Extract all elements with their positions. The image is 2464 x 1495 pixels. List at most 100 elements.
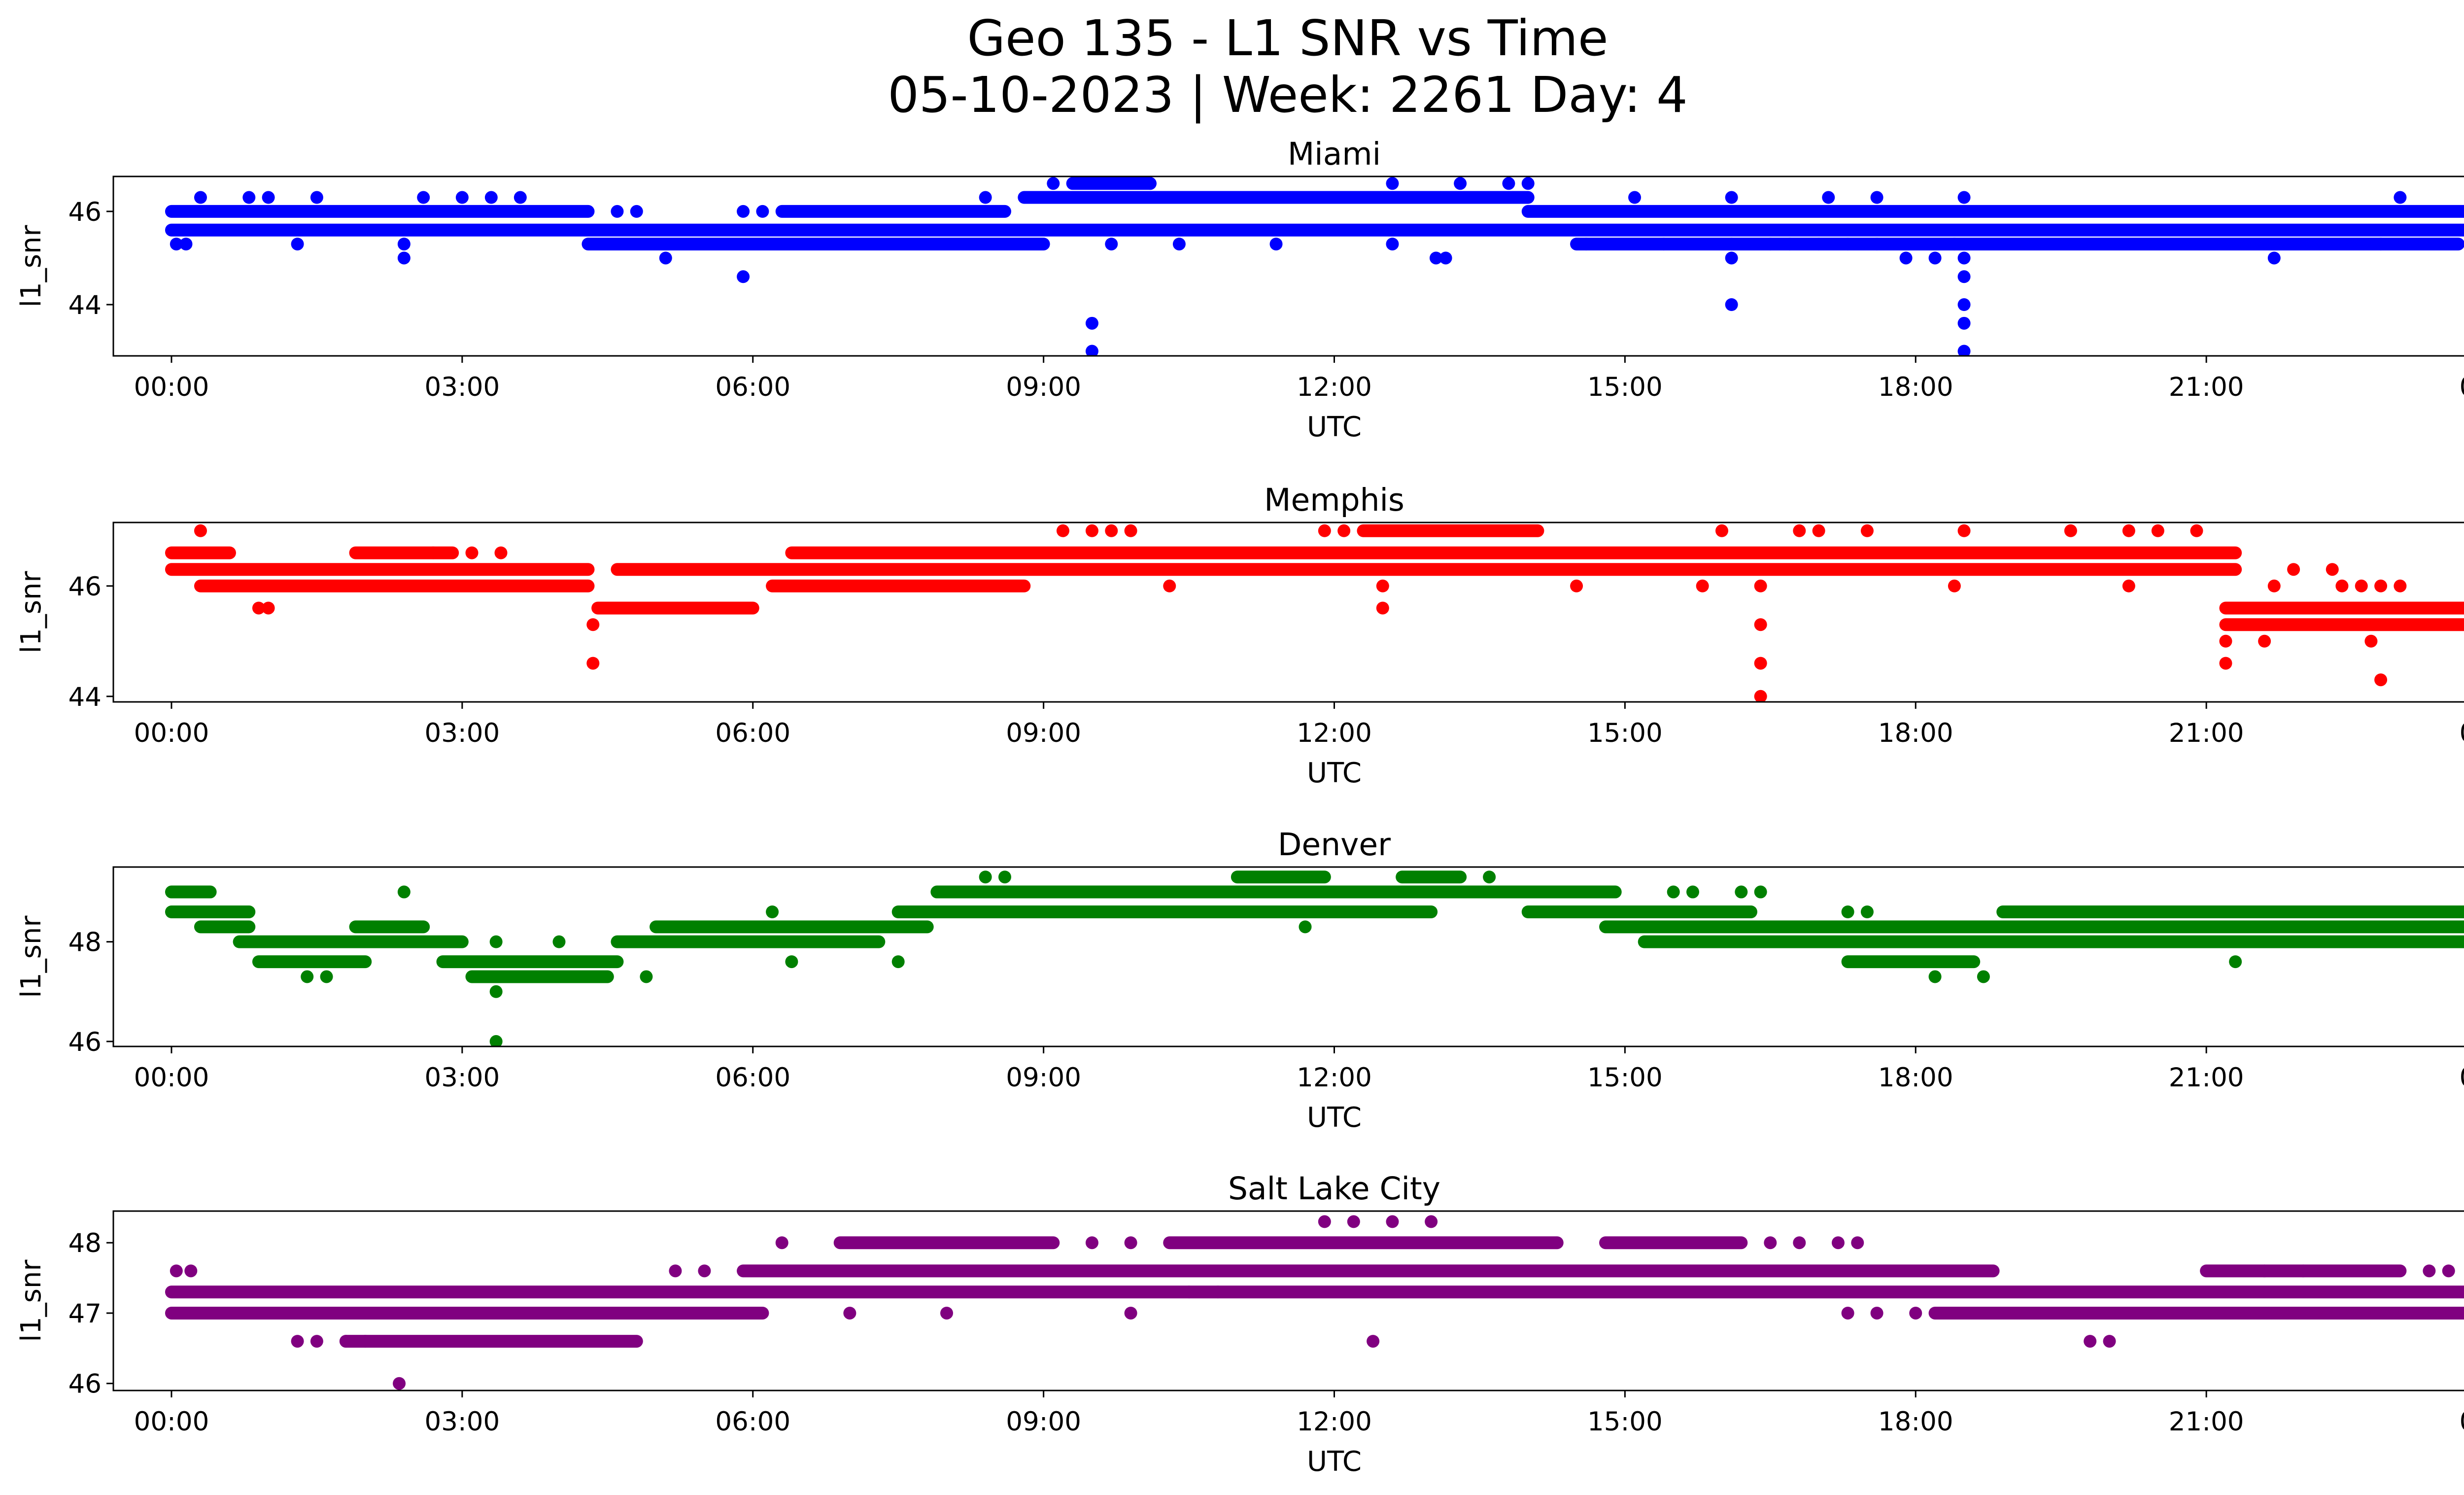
data-point-9-1: [2248, 905, 2261, 918]
data-point-3-6: [1851, 1236, 1864, 1250]
data-point-0-14: [2151, 524, 2164, 537]
data-point-1-6: [484, 191, 498, 204]
data-point-3-5: [1831, 1236, 1845, 1250]
x-tick-label: 15:00: [1587, 372, 1663, 402]
data-points: [165, 1215, 2464, 1390]
data-point-9-0: [1957, 270, 1971, 283]
data-point-8-1: [891, 955, 905, 969]
data-point-8-0: [1085, 345, 1098, 356]
data-point-1-10: [1725, 191, 1738, 204]
data-point-3-6: [1928, 251, 1942, 265]
x-tick-label: 15:00: [1587, 1407, 1663, 1437]
data-point-4-4: [1502, 177, 1515, 190]
data-point-2-0: [1163, 579, 1176, 592]
data-point-3-4: [1793, 1236, 1806, 1250]
y-tick-label: 48: [68, 1228, 102, 1258]
y-tick-label: 46: [68, 1369, 102, 1399]
data-point-0-6: [1386, 238, 1399, 251]
data-point-0-1: [184, 1264, 198, 1278]
panel-1: 00:00 03:00 06:00 09:00 12:00 15:00 18:00 21:00…: [15, 482, 2464, 789]
x-axis-label: UTC: [1307, 1102, 1362, 1134]
data-point-1-0: [252, 601, 265, 615]
data-point-1-3: [359, 1335, 372, 1348]
data-point-2-0: [489, 1035, 503, 1046]
y-tick-label: 44: [68, 290, 102, 320]
y-tick-label: 46: [68, 572, 102, 602]
data-point-0-4: [2258, 1264, 2271, 1278]
data-point-1-8: [979, 191, 992, 204]
figure-title-line2: 05-10-2023 | Week: 2261 Day: 4: [888, 66, 1687, 124]
data-point-7-1: [1754, 657, 1767, 670]
data-points: [165, 524, 2464, 702]
data-point-5-1: [1860, 905, 1874, 918]
data-point-0-0: [170, 238, 183, 251]
data-point-1-3: [310, 191, 323, 204]
data-point-1-14: [2394, 191, 2407, 204]
data-point-5-3: [1841, 1306, 1854, 1320]
data-point-3-3: [1764, 1236, 1777, 1250]
x-tick-label: 18:00: [1878, 1407, 1953, 1437]
data-point-0-2: [669, 1264, 682, 1278]
data-point-3-1: [552, 935, 566, 948]
data-point-3-7: [1957, 251, 1971, 265]
data-point-6-1: [1957, 298, 1971, 311]
data-point-5-0: [737, 270, 750, 283]
data-point-9-0: [1754, 690, 1767, 702]
data-point-3-1: [1085, 1236, 1098, 1250]
x-tick-label: 15:00: [1587, 718, 1663, 748]
data-point-4-0: [397, 885, 411, 899]
y-tick-label: 47: [68, 1299, 102, 1329]
data-point-0-8: [1657, 238, 1671, 251]
data-point-2-1: [1376, 579, 1389, 592]
x-tick-label: 18:00: [1878, 372, 1953, 402]
data-point-0-2: [640, 970, 653, 983]
data-point-9-0: [766, 905, 779, 918]
x-tick-label: 06:00: [715, 372, 790, 402]
data-point-3-3: [1439, 251, 1452, 265]
data-point-6-0: [1367, 1335, 1380, 1348]
x-tick-label: 06:00: [715, 1407, 790, 1437]
data-point-1-4: [417, 191, 430, 204]
x-tick-label: 21:00: [2169, 372, 2244, 402]
data-point-0-0: [170, 1264, 183, 1278]
data-point-0-3: [1105, 524, 1118, 537]
data-point-4-0: [1047, 177, 1060, 190]
data-point-0-3: [1928, 970, 1942, 983]
y-axis-label: l1_snr: [15, 571, 47, 654]
data-point-1-0: [489, 985, 503, 998]
data-point-2-2: [737, 205, 750, 218]
data-point-1-0: [291, 1335, 304, 1348]
x-tick-label: 03:00: [424, 1407, 500, 1437]
data-point-0-1: [1056, 524, 1069, 537]
y-tick-label: 46: [68, 1027, 102, 1057]
data-point-1-0: [194, 191, 207, 204]
data-point-5-2: [1124, 1306, 1137, 1320]
data-point-3-0: [775, 1236, 788, 1250]
data-point-0-7: [2442, 1264, 2455, 1278]
subplot-title: Memphis: [1264, 482, 1404, 518]
data-point-1-4: [2084, 1335, 2097, 1348]
data-point-7-1: [1957, 316, 1971, 330]
x-tick-label: 21:00: [2169, 1063, 2244, 1093]
data-point-2-8: [2335, 579, 2349, 592]
data-point-7-2: [2219, 657, 2232, 670]
data-point-1-5: [2103, 1335, 2116, 1348]
x-tick-label: 12:00: [1297, 372, 1372, 402]
data-point-4-1: [1143, 177, 1157, 190]
data-point-0-3: [397, 238, 411, 251]
data-point-4-2: [1686, 885, 1700, 899]
data-point-1-5: [455, 191, 469, 204]
data-point-6-1: [998, 870, 1011, 884]
data-points: [165, 177, 2464, 356]
data-point-2-3: [756, 205, 769, 218]
data-point-5-1: [1754, 618, 1767, 631]
data-point-1-1: [242, 191, 256, 204]
data-point-4-0: [426, 546, 440, 559]
x-tick-label: 00:00: [2460, 1407, 2464, 1437]
data-point-0-2: [1085, 524, 1098, 537]
x-tick-label: 03:00: [424, 718, 500, 748]
data-point-1-13: [1957, 191, 1971, 204]
x-tick-label: 09:00: [1006, 718, 1081, 748]
y-tick-label: 44: [68, 682, 102, 712]
